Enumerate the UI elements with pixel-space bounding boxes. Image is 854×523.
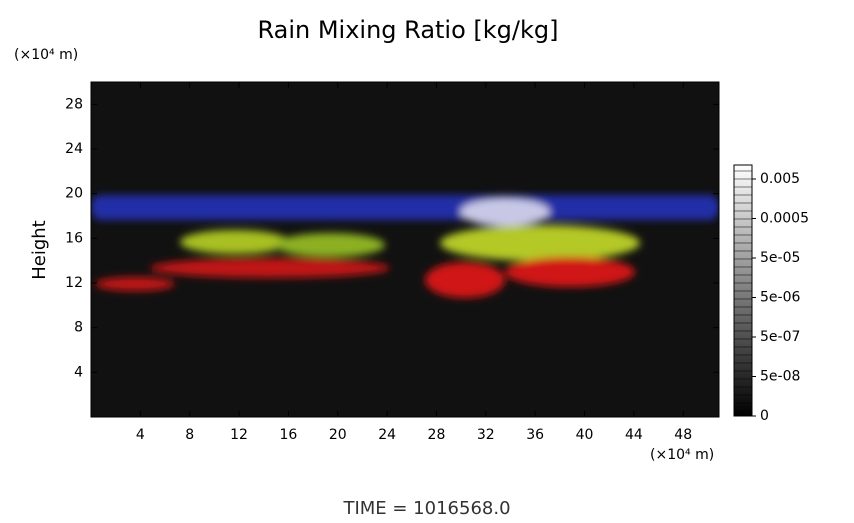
y-unit: (×10⁴ m) [14, 47, 78, 63]
y-axis-label: Height [29, 220, 50, 280]
colorbar-label: 5e-07 [760, 329, 800, 345]
colorbar-label: 0.0005 [760, 211, 809, 227]
x-tick-label: 48 [674, 427, 692, 443]
colorbar-label: 0 [760, 408, 769, 424]
colorbar-label: 5e-06 [760, 290, 800, 306]
chart-title: Rain Mixing Ratio [kg/kg] [257, 16, 558, 44]
red-patch [505, 257, 635, 287]
yellow-patch [275, 233, 385, 257]
x-tick-label: 8 [185, 427, 194, 443]
x-tick-label: 40 [576, 427, 594, 443]
footer: TIME = 1016568.0 [342, 498, 510, 519]
white-patch [460, 198, 550, 226]
y-tick-label: 12 [65, 275, 83, 291]
y-tick-label: 24 [65, 141, 83, 157]
colorbar-label: 5e-08 [760, 369, 800, 385]
red-patch [95, 277, 175, 291]
plot-frame [90, 81, 720, 418]
y-tick-label: 20 [65, 186, 83, 202]
x-tick-label: 16 [279, 427, 297, 443]
red-patch [150, 258, 390, 278]
x-tick-label: 24 [378, 427, 396, 443]
x-tick-label: 32 [477, 427, 495, 443]
red-patch [425, 262, 505, 298]
x-tick-label: 44 [625, 427, 643, 443]
y-tick-label: 28 [65, 96, 83, 112]
y-tick-label: 16 [65, 230, 83, 246]
colorbar-label: 0.005 [760, 171, 800, 187]
x-tick-label: 36 [526, 427, 544, 443]
y-tick-label: 8 [74, 320, 83, 336]
x-tick-label: 28 [428, 427, 446, 443]
x-tick-label: 20 [329, 427, 347, 443]
yellow-patch [440, 225, 640, 261]
y-tick-label: 4 [74, 364, 83, 380]
blue-layer [91, 195, 719, 220]
x-tick-label: 4 [136, 427, 145, 443]
yellow-patch [180, 230, 290, 254]
rendering [91, 195, 719, 298]
colorbar-label: 5e-05 [760, 250, 800, 266]
colorbar [733, 164, 753, 417]
x-tick-label: 12 [230, 427, 248, 443]
x-unit: (×10⁴ m) [650, 447, 714, 463]
